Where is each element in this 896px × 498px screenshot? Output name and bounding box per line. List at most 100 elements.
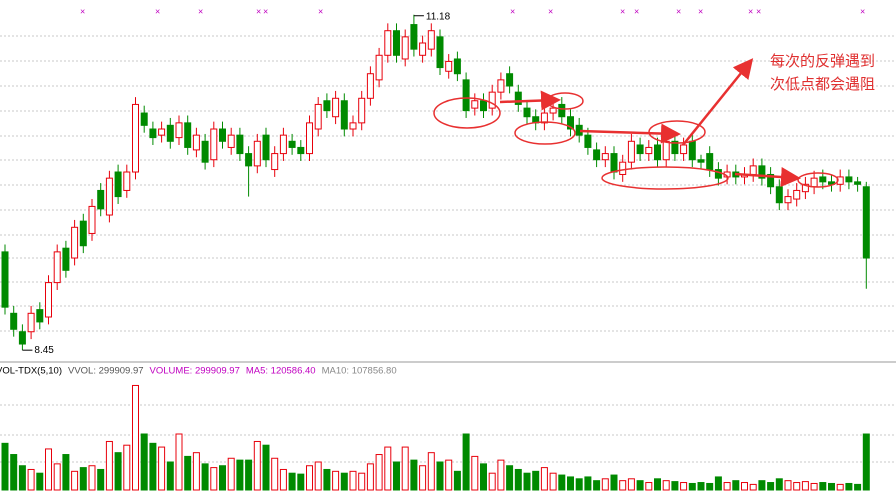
candle-body [245, 153, 253, 167]
volume-bar [549, 472, 557, 491]
candle-body [158, 128, 166, 136]
volume-bar [375, 454, 383, 491]
volume-bar [714, 476, 722, 491]
candle-body [819, 176, 827, 183]
legend-item: MA10: 107856.80 [322, 366, 397, 377]
candle-body [410, 24, 418, 50]
candle-body [514, 91, 522, 105]
candle-body [427, 30, 435, 50]
high-label: 11.18 [426, 11, 451, 22]
candle-body [323, 100, 331, 112]
candle-body [236, 134, 244, 155]
volume-bar [584, 476, 592, 491]
volume-bar [688, 482, 696, 491]
volume-bar [393, 461, 400, 491]
candle-body [375, 54, 383, 81]
candle-body [123, 171, 131, 191]
volume-bar [210, 467, 218, 491]
candle-body [105, 177, 113, 216]
candle-body [471, 100, 479, 109]
candle-body [453, 58, 461, 75]
svg-text:×: × [634, 6, 639, 16]
volume-bar [540, 467, 548, 491]
volume-bar [784, 480, 792, 491]
candle-body [314, 103, 322, 130]
candle-body [828, 181, 835, 185]
candle-body [175, 122, 183, 139]
svg-text:×: × [510, 6, 515, 16]
volume-bar [45, 448, 52, 491]
candle-body [480, 100, 487, 112]
volume-bar [88, 465, 96, 491]
candle-body [645, 146, 653, 155]
volume-bar [62, 454, 70, 491]
volume-bar [306, 465, 313, 491]
volume-bar [723, 482, 731, 491]
volume-bar [105, 440, 113, 491]
candle-body [714, 169, 722, 179]
volume-bar [114, 452, 122, 491]
volume-bar [358, 472, 366, 491]
volume-bar [862, 433, 870, 491]
candle-body [332, 97, 340, 118]
candle-body [62, 247, 70, 271]
candle-body [680, 144, 688, 155]
candle-body [619, 161, 627, 175]
volume-bar [741, 482, 748, 491]
volume-bar [314, 461, 322, 491]
svg-text:×: × [318, 6, 323, 16]
candle-body [36, 309, 44, 323]
volume-bar [627, 478, 635, 491]
volume-bar [514, 468, 522, 491]
low-label: 8.45 [34, 345, 54, 356]
volume-bar [845, 482, 853, 491]
legend-item: MA5: 120586.40 [246, 366, 316, 377]
volume-bar [819, 482, 827, 491]
candle-body [488, 91, 496, 109]
candle-body [297, 146, 305, 155]
candle-body [349, 122, 357, 130]
candle-body [219, 128, 226, 142]
volume-bar [288, 472, 296, 491]
candle-body [1, 251, 9, 308]
volume-bar [680, 482, 688, 491]
volume-bar [532, 470, 540, 491]
volume-bar [506, 465, 514, 491]
top-markers: × × × × × × × × × × × × × × × [80, 6, 865, 16]
candle-body [288, 140, 296, 148]
volume-bar [471, 455, 479, 491]
volume-bar [706, 482, 714, 491]
annotation: 每次的反弹遇到 [770, 53, 875, 70]
svg-text:×: × [263, 6, 268, 16]
volume-bar [18, 465, 26, 491]
candle-body [201, 140, 209, 163]
candle-body [184, 122, 192, 148]
volume-bar [645, 482, 653, 491]
volume-bar [271, 457, 279, 491]
candle-body [306, 122, 313, 155]
volume-bar [445, 459, 453, 491]
svg-text:×: × [198, 6, 203, 16]
candle-body [149, 128, 157, 139]
candle-body [10, 312, 18, 330]
volume-bar [184, 455, 192, 491]
candle-body [654, 144, 661, 161]
svg-text:×: × [256, 6, 261, 16]
candle-body [18, 331, 26, 345]
candle-body [166, 124, 174, 142]
candle-body [79, 220, 87, 247]
candle-body [393, 30, 400, 56]
volume-bar [262, 444, 270, 491]
candle-body [192, 134, 200, 151]
volume-bar [79, 467, 87, 491]
highlights [433, 58, 839, 190]
candle-body [584, 134, 592, 148]
candle-body [627, 140, 635, 163]
candle-body [419, 42, 427, 56]
candle-body [114, 171, 122, 198]
candle-body [767, 173, 775, 188]
candle-body [436, 36, 444, 69]
volume-bar [775, 478, 783, 491]
volume-bar [253, 440, 261, 491]
candle-body [45, 282, 52, 318]
